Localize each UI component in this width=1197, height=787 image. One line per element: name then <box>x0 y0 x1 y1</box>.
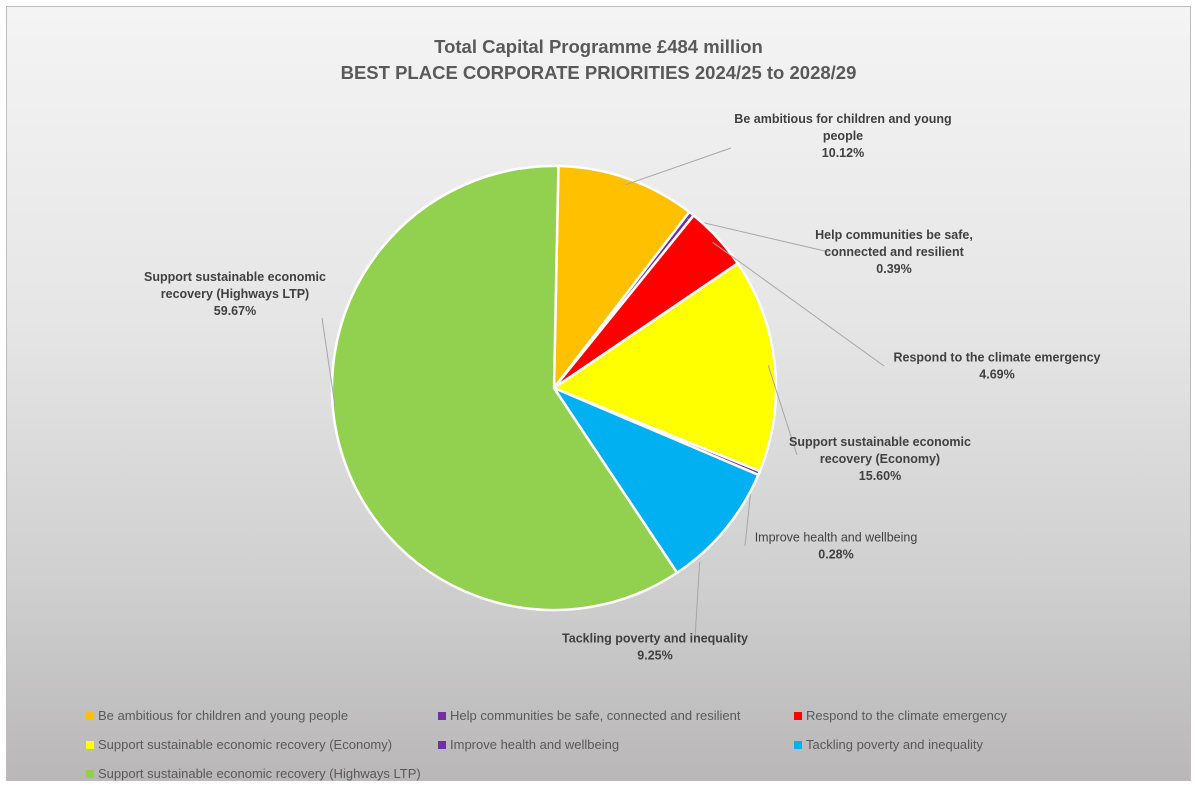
data-label: Be ambitious for children and young peopl… <box>734 112 951 160</box>
legend-label: Support sustainable economic recovery (E… <box>98 737 393 752</box>
legend-item: Improve health and wellbeing <box>438 737 619 752</box>
legend-swatch <box>794 711 802 720</box>
data-label: Help communities be safe, connected and r… <box>815 228 973 276</box>
chart-title: Total Capital Programme £484 million <box>434 36 763 57</box>
leader-line <box>694 562 701 639</box>
legend-label: Be ambitious for children and young peop… <box>98 708 349 723</box>
legend-swatch <box>438 711 446 720</box>
legend-swatch <box>86 711 94 720</box>
leader-line <box>712 241 885 367</box>
legend-swatch <box>794 740 802 749</box>
leader-line <box>687 218 830 253</box>
leader-line <box>321 317 336 407</box>
chart-title-block: Total Capital Programme £484 million BES… <box>0 34 1197 86</box>
legend-label: Support sustainable economic recovery (H… <box>98 766 421 781</box>
pie-slice <box>551 261 778 473</box>
legend-item: Support sustainable economic recovery (E… <box>86 737 392 752</box>
legend-label: Help communities be safe, connected and … <box>450 708 741 723</box>
legend-item: Be ambitious for children and young peop… <box>86 708 348 723</box>
legend-label: Tackling poverty and inequality <box>806 737 984 752</box>
legend-item: Help communities be safe, connected and … <box>438 708 741 723</box>
chart-subtitle: BEST PLACE CORPORATE PRIORITIES 2024/25 … <box>340 62 857 83</box>
data-label: Support sustainable economic recovery (Hi… <box>144 270 326 318</box>
leader-line <box>625 147 732 186</box>
legend-swatch <box>86 769 94 778</box>
data-label: Tackling poverty and inequality 9.25% <box>562 632 748 663</box>
pie-slice <box>552 164 692 392</box>
leader-line <box>767 365 798 456</box>
pie-slice <box>550 385 760 575</box>
legend-swatch <box>438 740 446 749</box>
legend-label: Improve health and wellbeing <box>450 737 620 752</box>
data-label: Support sustainable economic recovery (Ec… <box>789 435 971 483</box>
legend-item: Respond to the climate emergency <box>794 708 1007 723</box>
legend-item: Tackling poverty and inequality <box>794 737 983 752</box>
legend-item: Support sustainable economic recovery (H… <box>86 766 421 781</box>
data-label: Respond to the climate emergency 4.69% <box>893 351 1100 382</box>
pie-slice <box>330 164 679 612</box>
legend-swatch <box>86 740 94 749</box>
data-label: Improve health and wellbeing 0.28% <box>755 531 918 562</box>
legend-label: Respond to the climate emergency <box>806 708 1007 723</box>
